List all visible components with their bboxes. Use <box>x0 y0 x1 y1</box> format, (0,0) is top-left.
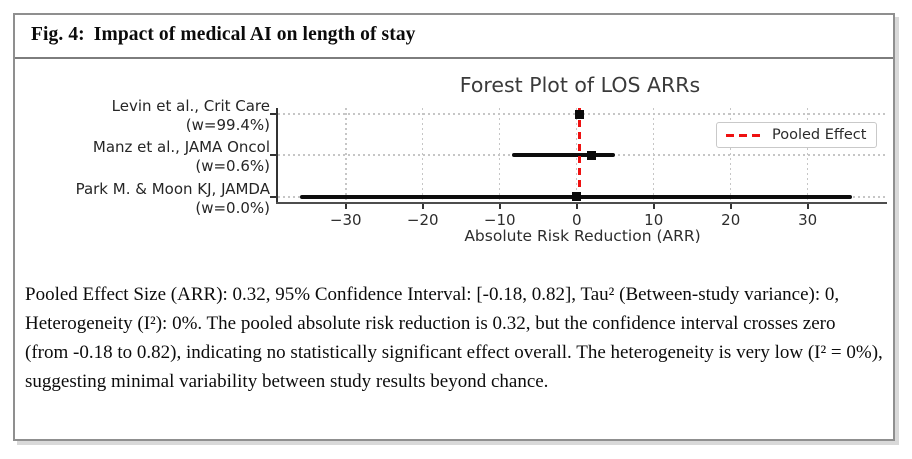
effect-point-marker <box>574 109 584 119</box>
effect-point-marker <box>572 192 582 202</box>
legend: Pooled Effect <box>716 122 878 148</box>
y-tick-mark <box>270 113 276 116</box>
x-tick-mark <box>421 204 424 209</box>
study-weight: (w=0.6%) <box>195 157 270 175</box>
y-axis-spine <box>276 108 278 204</box>
x-tick-label: 20 <box>721 211 741 229</box>
x-tick-mark <box>344 204 347 209</box>
figure-frame: Fig. 4: Impact of medical AI on length of… <box>13 13 895 441</box>
summary-text: Pooled Effect Size (ARR): 0.32, 95% Conf… <box>25 284 883 393</box>
x-tick-mark <box>729 204 732 209</box>
study-weight: (w=0.0%) <box>195 198 270 217</box>
plot-title: Forest Plot of LOS ARRs <box>459 73 701 97</box>
x-tick-label: 10 <box>644 211 664 229</box>
x-tick-mark <box>806 204 809 209</box>
x-axis-label: Absolute Risk Reduction (ARR) <box>464 227 701 245</box>
x-tick-label: −20 <box>406 211 439 229</box>
x-tick-label: −30 <box>329 211 362 229</box>
study-label: Park M. & Moon KJ, JAMDA (w=0.0%) <box>15 180 270 218</box>
x-tick-label: 0 <box>571 211 582 229</box>
effect-point-marker <box>586 150 596 160</box>
legend-label: Pooled Effect <box>772 127 867 143</box>
study-name: Manz et al., JAMA Oncol <box>92 138 270 156</box>
confidence-interval-line <box>512 153 616 157</box>
x-tick-label: −10 <box>483 211 516 229</box>
y-tick-mark <box>270 154 276 156</box>
study-label: Levin et al., Crit Care (w=99.4%) <box>15 97 270 135</box>
study-label: Manz et al., JAMA Oncol (w=0.6%) <box>15 138 270 176</box>
x-tick-mark <box>498 204 501 209</box>
legend-dashed-line-swatch <box>726 133 762 137</box>
x-axis-spine <box>276 202 887 204</box>
figure-caption-label: Fig. 4: <box>31 24 85 45</box>
caption-separator <box>15 57 893 59</box>
x-tick-mark <box>575 204 578 209</box>
study-name: Levin et al., Crit Care <box>111 97 270 116</box>
x-tick-mark <box>652 204 655 209</box>
y-tick-mark <box>270 195 276 198</box>
pooled-effect-line <box>577 108 581 202</box>
x-tick-label: 30 <box>798 211 818 229</box>
figure-caption: Fig. 4: Impact of medical AI on length of… <box>15 15 893 57</box>
forest-plot: Forest Plot of LOS ARRs −30 −20 −10 0 10 20 30 L… <box>15 59 893 255</box>
figure-caption-text: Impact of medical AI on length of stay <box>93 24 416 45</box>
study-name: Park M. & Moon KJ, JAMDA <box>75 179 270 198</box>
study-weight: (w=99.4%) <box>185 116 270 135</box>
